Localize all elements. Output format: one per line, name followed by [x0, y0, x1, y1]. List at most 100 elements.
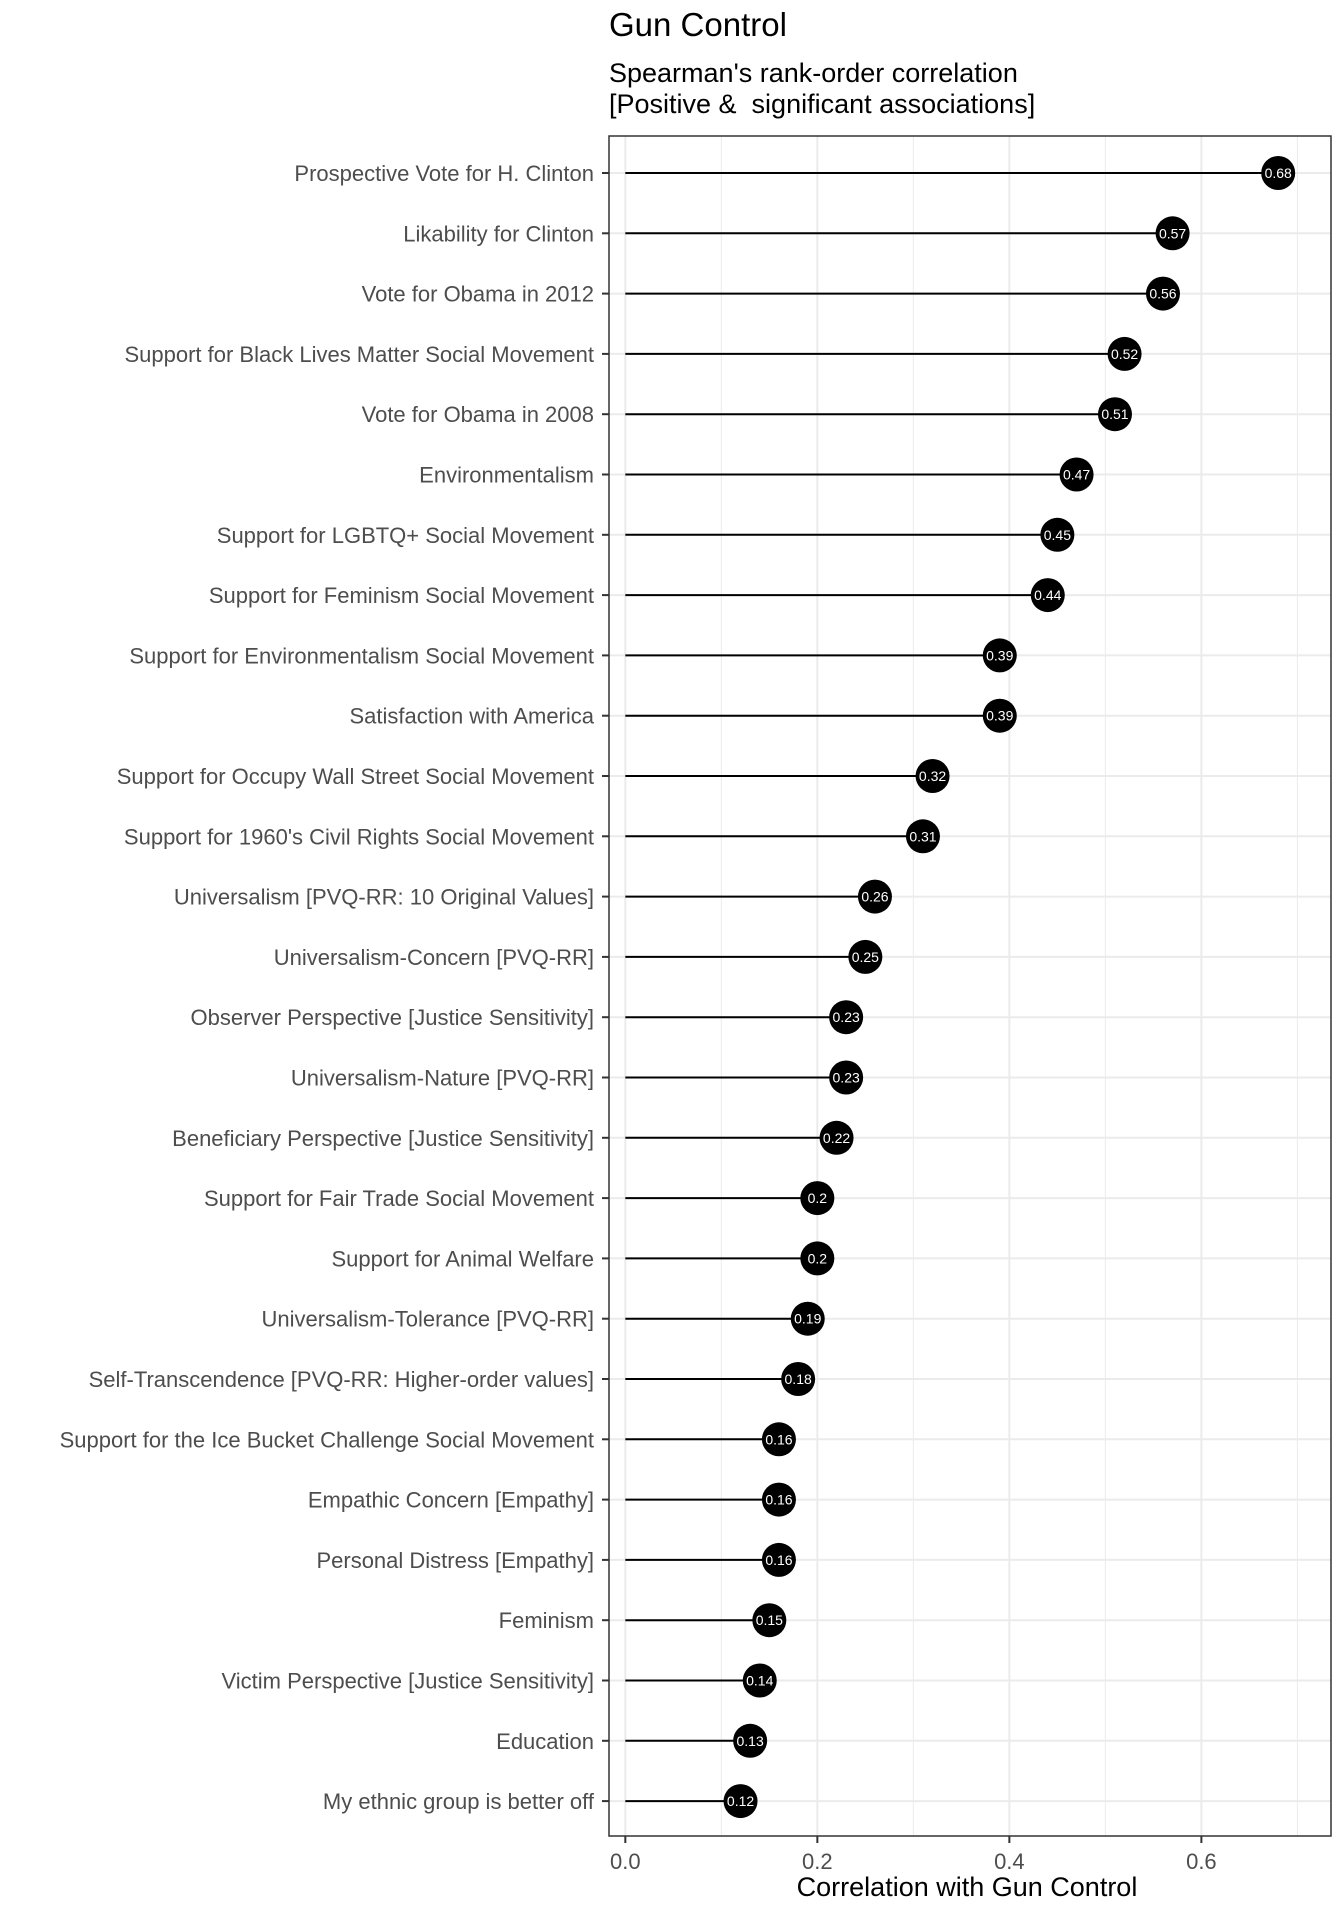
value-label: 0.16 — [765, 1492, 792, 1508]
value-label: 0.68 — [1265, 165, 1292, 181]
chart-subtitle: Spearman's rank-order correlation [Posit… — [609, 58, 1035, 120]
x-tick-label: 0.4 — [994, 1849, 1025, 1874]
category-label: Support for Feminism Social Movement — [209, 583, 594, 608]
lollipop-marker — [982, 698, 1017, 733]
lollipop-marker — [761, 1542, 796, 1577]
chart-title: Gun Control — [609, 6, 787, 43]
lollipop-marker — [723, 1784, 758, 1819]
lollipop-marker — [742, 1663, 777, 1698]
category-label: Support for Fair Trade Social Movement — [204, 1186, 594, 1211]
value-label: 0.22 — [823, 1130, 850, 1146]
category-label: Observer Perspective [Justice Sensitivit… — [191, 1005, 594, 1030]
value-label: 0.2 — [808, 1190, 828, 1206]
lollipop-marker — [752, 1603, 787, 1638]
category-label: Support for the Ice Bucket Challenge Soc… — [60, 1427, 594, 1452]
value-label: 0.18 — [785, 1371, 812, 1387]
lollipop-marker — [800, 1181, 835, 1216]
category-label: Self-Transcendence [PVQ-RR: Higher-order… — [89, 1367, 594, 1392]
lollipop-marker — [848, 939, 883, 974]
value-label: 0.13 — [737, 1733, 764, 1749]
category-label: Environmentalism — [419, 463, 594, 488]
value-label: 0.23 — [833, 1070, 860, 1086]
category-label: Personal Distress [Empathy] — [316, 1548, 594, 1573]
lollipop-marker — [1145, 276, 1180, 311]
lollipop-marker — [1261, 156, 1296, 190]
lollipop-marker — [982, 638, 1017, 673]
chart-subtitle-line-1: Spearman's rank-order correlation — [609, 58, 1018, 88]
lollipop-marker — [800, 1241, 835, 1276]
value-label: 0.12 — [727, 1793, 754, 1809]
value-label: 0.23 — [833, 1009, 860, 1025]
category-label: Feminism — [499, 1608, 594, 1633]
value-label: 0.44 — [1034, 587, 1061, 603]
category-label-layer: Prospective Vote for H. Clinton Likabilit… — [60, 161, 609, 1814]
category-label: Support for 1960's Civil Rights Social M… — [124, 824, 594, 849]
category-label: Universalism [PVQ-RR: 10 Original Values… — [174, 885, 594, 910]
lollipop-marker — [790, 1301, 825, 1336]
category-label: Prospective Vote for H. Clinton — [294, 161, 594, 186]
value-label: 0.26 — [861, 889, 888, 905]
x-tick-label: 0.6 — [1186, 1849, 1217, 1874]
lollipop-marker — [1097, 397, 1132, 432]
category-label: Education — [496, 1729, 594, 1754]
category-label: My ethnic group is better off — [323, 1789, 595, 1814]
lollipop-marker — [1030, 578, 1065, 613]
lollipop-marker — [1040, 517, 1075, 552]
value-label: 0.57 — [1159, 225, 1186, 241]
panel-background — [609, 136, 1331, 1836]
lollipop-marker — [915, 759, 950, 793]
lollipop-marker — [829, 1060, 864, 1095]
lollipop-marker — [819, 1120, 854, 1155]
x-axis: 0.0 0.2 0.4 0.6 — [608, 135, 1332, 1874]
category-label: Beneficiary Perspective [Justice Sensiti… — [172, 1126, 594, 1151]
lollipop-marker — [733, 1723, 768, 1758]
value-label: 0.31 — [909, 828, 936, 844]
category-label: Support for Environmentalism Social Move… — [129, 643, 594, 668]
x-tick-label: 0.2 — [802, 1849, 833, 1874]
chart-subtitle-line-2: [Positive & significant associations] — [609, 89, 1036, 119]
value-label: 0.47 — [1063, 467, 1090, 483]
lollipop-marker — [905, 819, 940, 854]
value-label: 0.14 — [746, 1673, 773, 1689]
category-label: Universalism-Nature [PVQ-RR] — [291, 1066, 594, 1091]
stem-layer — [625, 172, 1279, 1803]
value-label: 0.51 — [1101, 406, 1128, 422]
lollipop-marker — [1059, 457, 1094, 492]
value-label: 0.16 — [765, 1552, 792, 1568]
category-label: Vote for Obama in 2012 — [362, 282, 594, 307]
lollipop-marker — [829, 1000, 864, 1035]
category-label: Victim Perspective [Justice Sensitivity] — [222, 1669, 595, 1694]
value-label: 0.15 — [756, 1612, 783, 1628]
value-label: 0.39 — [986, 708, 1013, 724]
lollipop-marker — [761, 1482, 796, 1517]
panel-border — [608, 135, 1332, 1837]
value-label: 0.16 — [765, 1431, 792, 1447]
category-label: Universalism-Concern [PVQ-RR] — [274, 945, 594, 970]
x-tick-label: 0.0 — [610, 1849, 641, 1874]
value-label: 0.56 — [1149, 286, 1176, 302]
lollipop-marker — [781, 1362, 816, 1396]
value-label: 0.25 — [852, 949, 879, 965]
value-label: 0.2 — [808, 1250, 828, 1266]
marker-layer: 0.68 0.57 0.56 0.52 0.51 0.47 0.45 0.44 0.39 0.39… — [723, 156, 1296, 1819]
category-label: Satisfaction with America — [349, 704, 594, 729]
category-label: Support for LGBTQ+ Social Movement — [217, 523, 594, 548]
value-label: 0.45 — [1044, 527, 1071, 543]
category-label: Empathic Concern [Empathy] — [308, 1488, 594, 1513]
grid-layer — [609, 136, 1331, 1836]
category-label: Universalism-Tolerance [PVQ-RR] — [261, 1307, 594, 1332]
lollipop-marker — [761, 1422, 796, 1457]
value-label: 0.19 — [794, 1311, 821, 1327]
value-label: 0.32 — [919, 768, 946, 784]
category-label: Support for Animal Welfare — [332, 1246, 595, 1271]
value-label: 0.52 — [1111, 346, 1138, 362]
category-label: Support for Occupy Wall Street Social Mo… — [117, 764, 594, 789]
category-label: Support for Black Lives Matter Social Mo… — [124, 342, 594, 367]
lollipop-marker — [1107, 336, 1142, 371]
x-axis-title: Correlation with Gun Control — [797, 1872, 1138, 1902]
category-label: Vote for Obama in 2008 — [362, 402, 594, 427]
lollipop-marker — [857, 879, 892, 914]
category-label: Likability for Clinton — [403, 221, 594, 246]
